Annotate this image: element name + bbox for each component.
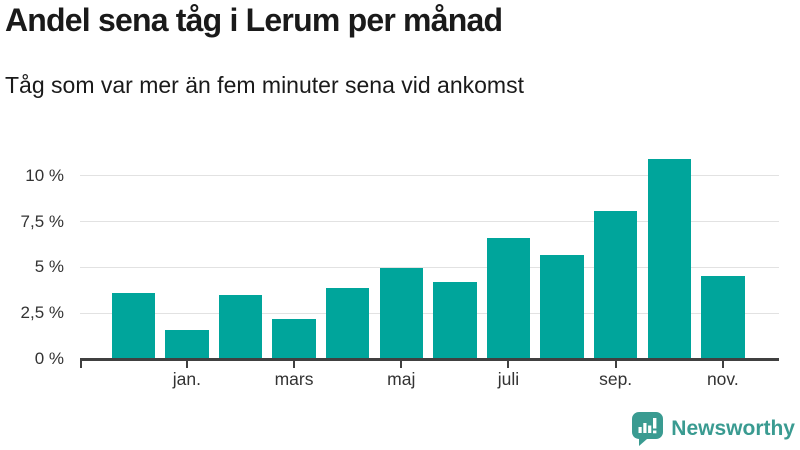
x-tick (507, 360, 510, 368)
y-gridline (80, 266, 779, 268)
newsworthy-logo: Newsworthy (632, 412, 795, 446)
y-tick-label: 5 % (34, 257, 64, 277)
chart-title: Andel sena tåg i Lerum per månad (5, 2, 503, 38)
x-axis-line (80, 357, 779, 361)
plot-area (80, 150, 779, 361)
x-tick-label: jan. (172, 368, 201, 389)
y-gridline (80, 175, 779, 177)
y-gridline (80, 221, 779, 222)
bar (111, 293, 155, 359)
bar (486, 238, 531, 359)
bar (379, 268, 423, 359)
x-tick (721, 360, 724, 368)
y-tick-label: 7,5 % (20, 211, 64, 231)
x-tick (400, 360, 403, 368)
x-tick (185, 360, 188, 368)
bar (593, 210, 638, 359)
bar (218, 294, 263, 359)
x-tick-label: sep. (599, 368, 633, 389)
newsworthy-bar-chart-bubble-icon (632, 412, 664, 446)
bar (433, 282, 477, 359)
x-tick-label: nov. (706, 368, 739, 389)
bar (272, 318, 316, 359)
x-tick-label: maj (387, 368, 416, 389)
x-tick (614, 360, 617, 368)
y-tick-label: 0 % (34, 349, 64, 368)
bar (647, 159, 691, 359)
y-tick-label: 2,5 % (20, 303, 64, 323)
x-tick (293, 360, 296, 368)
x-tick-label: mars (274, 368, 314, 389)
bar (165, 329, 209, 359)
x-tick (80, 360, 82, 368)
bar (325, 287, 370, 359)
y-gridline (80, 312, 779, 314)
newsworthy-logo-text: Newsworthy (671, 417, 795, 440)
bar (701, 275, 745, 359)
bar (540, 255, 584, 359)
chart-subtitle: Tåg som var mer än fem minuter sena vid … (5, 72, 524, 98)
x-tick-label: juli (497, 368, 520, 389)
y-tick-label: 10 % (25, 165, 64, 185)
